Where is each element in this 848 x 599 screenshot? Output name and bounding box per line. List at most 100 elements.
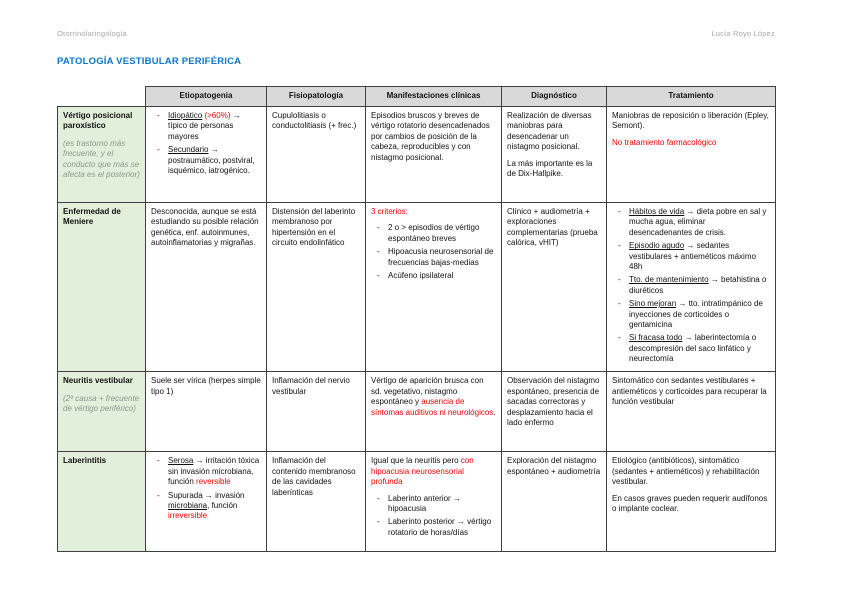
text-run: Episodios bruscos y breves de vértigo ro… (371, 111, 490, 162)
text-run: Exploración del nistagmo espontáneo + au… (507, 456, 601, 476)
cell-neuritis-vestibular-manifestaciones-clinicas: Vértigo de aparición brusca con sd. vege… (365, 371, 502, 453)
cell-laberintitis-tratamiento: Etiológico (antibióticos), sintomático (… (606, 451, 776, 553)
vestibular-pathology-table: Etiopatogenia Fisiopatología Manifestaci… (57, 86, 776, 553)
text-run: Inflamación del nervio vestibular (272, 376, 350, 396)
cell-laberintitis-fisiopatologia: Inflamación del contenido membranoso de … (266, 451, 366, 553)
text-run: Serosa (168, 456, 194, 466)
text-run: Etiológico (antibióticos), sintomático (… (612, 456, 760, 487)
page-header: Otorrinolaringología Lucía Royo López (57, 29, 775, 38)
text-run: Tto. de mantenimiento (629, 275, 709, 285)
text-run: Episodio agudo (629, 241, 685, 251)
text-run: (es trastorno más frecuente, y el conduc… (63, 138, 140, 179)
cell-vertigo-posicional-paroxistico-fisiopatologia: Cupulolitiasis o conductolitiasis (+ fre… (266, 106, 366, 203)
paragraph: Suele ser vírica (herpes simple tipo 1) (151, 376, 261, 397)
list-item: Acúfeno ipsilateral (377, 270, 496, 282)
paragraph: La más importante es la de Dix-Hallpike. (507, 159, 601, 180)
text-run: Laberintitis (63, 456, 107, 466)
paragraph: Exploración del nistagmo espontáneo + au… (507, 456, 601, 477)
table-header-row: Etiopatogenia Fisiopatología Manifestaci… (58, 86, 776, 107)
list-item: 2 o > episodios de vértigo espontáneo br… (377, 223, 496, 244)
table-row-neuritis-vestibular: Neuritis vestibular (2ª causa + frecuente… (57, 371, 776, 453)
text-run: → betahistina o diuréticos (629, 275, 767, 295)
list-item: Laberinto anterior → hipoacusia (377, 493, 496, 515)
dash-list: Hábitos de vida → dieta pobre en sal y m… (612, 207, 770, 364)
text-run: Inflamación del contenido membranoso de … (272, 456, 356, 497)
table-body: Vértigo posicional paroxístico (es trasto… (57, 106, 776, 553)
text-run: Secundario (168, 145, 209, 155)
cell-vertigo-posicional-paroxistico-etiopatogenia: Idiopático (>60%) → típico de personas m… (145, 106, 267, 203)
cell-enfermedad-de-meniere-entidad: Enfermedad de Meniere (57, 201, 146, 373)
text-run: Laberinto anterior → hipoacusia (388, 493, 461, 514)
text-run: Neuritis vestibular (63, 376, 133, 386)
text-run: → típico de personas mayores (168, 111, 241, 141)
paragraph: Episodios bruscos y breves de vértigo ro… (371, 111, 496, 163)
text-run: Vértigo de aparición brusca con sd. vege… (371, 376, 484, 407)
text-run: Clínico + audiometría + exploraciones co… (507, 207, 598, 248)
text-run: Sino mejoran (629, 299, 677, 309)
list-item: Laberinto posterior → vértigo rotatorio … (377, 517, 496, 538)
text-run: En casos graves pueden requerir audífono… (612, 493, 768, 514)
paragraph: Realización de diversas maniobras para d… (507, 111, 601, 153)
dash-list: Serosa → irritación tóxica sin invasión … (151, 456, 261, 521)
text-run: reversible (196, 477, 231, 487)
text-run: Hipoacusia neurosensorial de frecuencias… (388, 247, 494, 267)
paragraph: Etiológico (antibióticos), sintomático (… (612, 456, 770, 487)
paragraph: Enfermedad de Meniere (63, 207, 140, 228)
paragraph: No tratamiento farmacológico (612, 138, 770, 148)
paragraph: Inflamación del nervio vestibular (272, 376, 360, 397)
list-item: Serosa → irritación tóxica sin invasión … (157, 456, 261, 487)
text-run: 3 criterios: (371, 207, 408, 216)
paragraph: Observación del nistagmo espontáneo, pre… (507, 376, 601, 428)
paragraph: Igual que la neuritis pero con hipoacusi… (371, 456, 496, 487)
column-header-corner (58, 87, 146, 107)
text-run: La más importante es la de Dix-Hallpike. (507, 158, 593, 178)
text-run: ausencia de síntomas auditivos ni neurol… (371, 397, 494, 417)
text-run: Maniobras de reposición o liberación (Ep… (612, 111, 769, 131)
dash-list: Laberinto anterior → hipoacusia Laberinto… (371, 494, 496, 539)
paragraph: Vértigo de aparición brusca con sd. vege… (371, 376, 496, 418)
cell-vertigo-posicional-paroxistico-entidad: Vértigo posicional paroxístico (es trasto… (57, 106, 146, 203)
text-run: Supurada → invasión (168, 490, 245, 500)
text-run: → irritación tóxica sin invasión microbi… (168, 456, 260, 487)
text-run: → postraumático, postviral, isquémico, i… (168, 145, 255, 175)
column-header-fisiopatologia: Fisiopatología (266, 86, 366, 107)
cell-neuritis-vestibular-etiopatogenia: Suele ser vírica (herpes simple tipo 1) (145, 371, 267, 453)
list-item: Tto. de mantenimiento → betahistina o di… (618, 275, 770, 296)
list-item: Episodio agudo → sedantes vestibulares +… (618, 241, 770, 272)
paragraph: Inflamación del contenido membranoso de … (272, 456, 360, 498)
paragraph: Distensión del laberinto membranoso por … (272, 207, 360, 249)
column-header-etiopatogenia: Etiopatogenia (145, 86, 267, 107)
cell-neuritis-vestibular-entidad: Neuritis vestibular (2ª causa + frecuente… (57, 371, 146, 453)
text-run: Si fracasa todo (629, 333, 683, 343)
table-row-vertigo-posicional-paroxistico: Vértigo posicional paroxístico (es trasto… (57, 106, 776, 203)
list-item: Secundario → postraumático, postviral, i… (157, 145, 261, 176)
cell-enfermedad-de-meniere-diagnostico: Clínico + audiometría + exploraciones co… (501, 201, 607, 373)
paragraph: Clínico + audiometría + exploraciones co… (507, 207, 601, 249)
text-run: Distensión del laberinto membranoso por … (272, 207, 356, 248)
text-run: Suele ser vírica (herpes simple tipo 1) (151, 376, 261, 396)
text-run: irreversible (168, 511, 208, 521)
paragraph: Neuritis vestibular (63, 376, 140, 386)
list-item: Supurada → invasión microbiana, función … (157, 490, 261, 522)
cell-neuritis-vestibular-fisiopatologia: Inflamación del nervio vestibular (266, 371, 366, 453)
table-row-enfermedad-de-meniere: Enfermedad de Meniere Desconocida, aunque… (57, 201, 776, 373)
text-run: microbiana (168, 501, 208, 511)
page-title: PATOLOGÍA VESTIBULAR PERIFÉRICA (57, 56, 242, 67)
paragraph: (2ª causa + frecuente de vértigo perifér… (63, 394, 140, 415)
text-run: Realización de diversas maniobras para d… (507, 111, 592, 152)
course-name: Otorrinolaringología (57, 29, 127, 38)
dash-list: Idiopático (>60%) → típico de personas m… (151, 111, 261, 176)
text-run: Acúfeno ipsilateral (388, 270, 454, 280)
text-run: Desconocida, aunque se está estudiando s… (151, 207, 259, 248)
text-run: Laberinto posterior → vértigo rotatorio … (388, 517, 492, 537)
cell-enfermedad-de-meniere-tratamiento: Hábitos de vida → dieta pobre en sal y m… (606, 201, 776, 373)
cell-laberintitis-etiopatogenia: Serosa → irritación tóxica sin invasión … (145, 451, 267, 553)
column-header-tratamiento: Tratamiento (606, 86, 776, 107)
text-run: . (493, 407, 496, 417)
cell-enfermedad-de-meniere-etiopatogenia: Desconocida, aunque se está estudiando s… (145, 201, 267, 373)
list-item: Idiopático (>60%) → típico de personas m… (157, 111, 261, 142)
cell-laberintitis-diagnostico: Exploración del nistagmo espontáneo + au… (501, 451, 607, 553)
cell-vertigo-posicional-paroxistico-manifestaciones-clinicas: Episodios bruscos y breves de vértigo ro… (365, 106, 502, 203)
column-header-manifestaciones-clinicas: Manifestaciones clínicas (365, 86, 502, 107)
text-run: (2ª causa + frecuente de vértigo perifér… (63, 393, 140, 414)
